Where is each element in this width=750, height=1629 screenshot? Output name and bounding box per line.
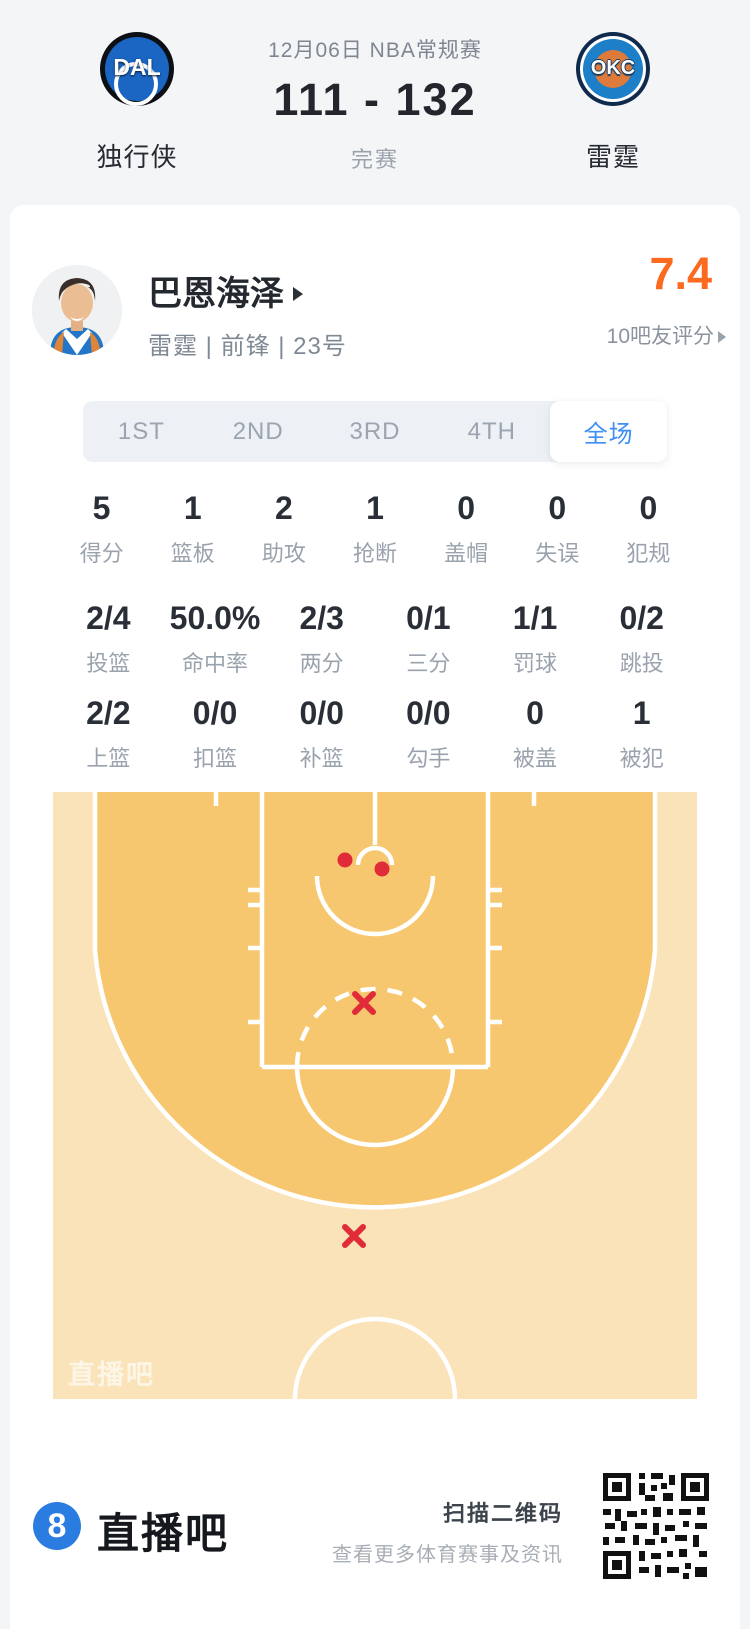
tab-3rd[interactable]: 3RD (349, 417, 401, 445)
rating-label: 10吧友评分 (606, 325, 714, 348)
tab-2nd[interactable]: 2ND (232, 417, 284, 445)
stat-turnovers: 0 失误 (535, 490, 580, 566)
okc-logo-orange (594, 50, 632, 88)
stat-fouled: 1 被犯 (619, 695, 664, 771)
dal-logo-ball (114, 62, 158, 106)
match-date: 12月06日 NBA常规赛 (268, 39, 482, 62)
missed-shot-marker (352, 991, 376, 1015)
court-svg: 直播吧 (53, 792, 697, 1400)
stat-fg: 2/4 投篮 (86, 600, 131, 676)
scan-subtitle: 查看更多体育赛事及资讯 (332, 1544, 563, 1566)
court-lines (92, 792, 658, 1400)
made-shot-marker (337, 852, 353, 868)
stat-2pt: 2/3 两分 (299, 600, 344, 676)
made-shot-marker (374, 861, 390, 877)
player-name-row[interactable]: 巴恩海泽 (148, 266, 303, 315)
stat-layup: 2/2 上篮 (86, 695, 131, 771)
player-info: 雷霆 | 前锋 | 23号 (148, 333, 347, 360)
stat-steals: 1 抢断 (352, 490, 397, 566)
court-inner-area (95, 792, 655, 1208)
rating-arrow-icon (718, 331, 726, 343)
missed-shot-marker (342, 1224, 366, 1248)
tab-full-game[interactable]: 全场 (550, 401, 667, 462)
stats-row-shooting: 2/4 投篮 50.0% 命中率 2/3 两分 0/1 三分 1/1 罚球 0/2 跳投 (0, 602, 750, 678)
okc-logo-abbr: OKC (590, 57, 636, 79)
stat-tipin: 0/0 补篮 (299, 695, 344, 771)
match-score: 111 - 132 (273, 74, 477, 125)
stat-blocked: 0 被盖 (513, 695, 558, 771)
player-avatar[interactable] (32, 265, 122, 355)
team-away-name: 雷霆 (585, 142, 640, 172)
scan-title: 扫描二维码 (442, 1501, 563, 1526)
scan-text-block: 扫描二维码 查看更多体育赛事及资讯 (263, 1496, 563, 1567)
qr-code-image (601, 1471, 711, 1581)
quarter-tabbar: 1ST 2ND 3RD 4TH 全场 (83, 401, 667, 462)
stats-row-basic: 5 得分 1 篮板 2 助攻 1 抢断 0 盖帽 0 失误 0 犯规 (0, 492, 750, 568)
okc-logo-icon: OKC (576, 32, 650, 106)
brand-name[interactable]: 直播吧 (97, 1510, 230, 1557)
dal-logo-icon: DAL (100, 32, 174, 106)
team-away[interactable]: OKC 雷霆 (553, 32, 673, 174)
stat-hook: 0/0 勾手 (406, 695, 451, 771)
stat-points: 5 得分 (79, 490, 124, 566)
tab-1st[interactable]: 1ST (117, 417, 165, 445)
stat-fouls: 0 犯规 (626, 490, 671, 566)
match-status: 完赛 (350, 147, 399, 172)
stat-jumpshot: 0/2 跳投 (619, 600, 664, 676)
stat-assists: 2 助攻 (261, 490, 306, 566)
player-rating: 7.4 (649, 248, 712, 299)
stat-ft: 1/1 罚球 (512, 600, 558, 676)
match-header: 12月06日 NBA常规赛 111 - 132 完赛 DAL 独行侠 OKC 雷… (0, 0, 750, 217)
expand-triangle-icon (293, 287, 303, 301)
shot-chart-court: 直播吧 (53, 792, 697, 1400)
stats-row-detail: 2/2 上篮 0/0 扣篮 0/0 补篮 0/0 勾手 0 被盖 1 被犯 (0, 697, 750, 773)
qr-code (601, 1471, 711, 1581)
rating-label-row[interactable]: 10吧友评分 (607, 320, 726, 350)
dal-logo-abbr: DAL (113, 54, 161, 80)
player-avatar-image (32, 265, 122, 355)
shot-markers (337, 852, 390, 1248)
stat-dunk: 0/0 扣篮 (192, 695, 238, 771)
stat-3pt: 0/1 三分 (406, 600, 451, 676)
stat-blocks: 0 盖帽 (444, 490, 489, 566)
stat-rebounds: 1 篮板 (170, 490, 215, 566)
tab-4th[interactable]: 4TH (467, 417, 516, 445)
court-watermark: 直播吧 (68, 1360, 155, 1390)
team-home-name: 独行侠 (96, 142, 178, 172)
player-name: 巴恩海泽 (148, 275, 284, 313)
brand-badge-icon[interactable]: 8 (33, 1502, 81, 1550)
stat-fg-pct: 50.0% 命中率 (169, 600, 261, 676)
team-home[interactable]: DAL 独行侠 (77, 32, 197, 174)
